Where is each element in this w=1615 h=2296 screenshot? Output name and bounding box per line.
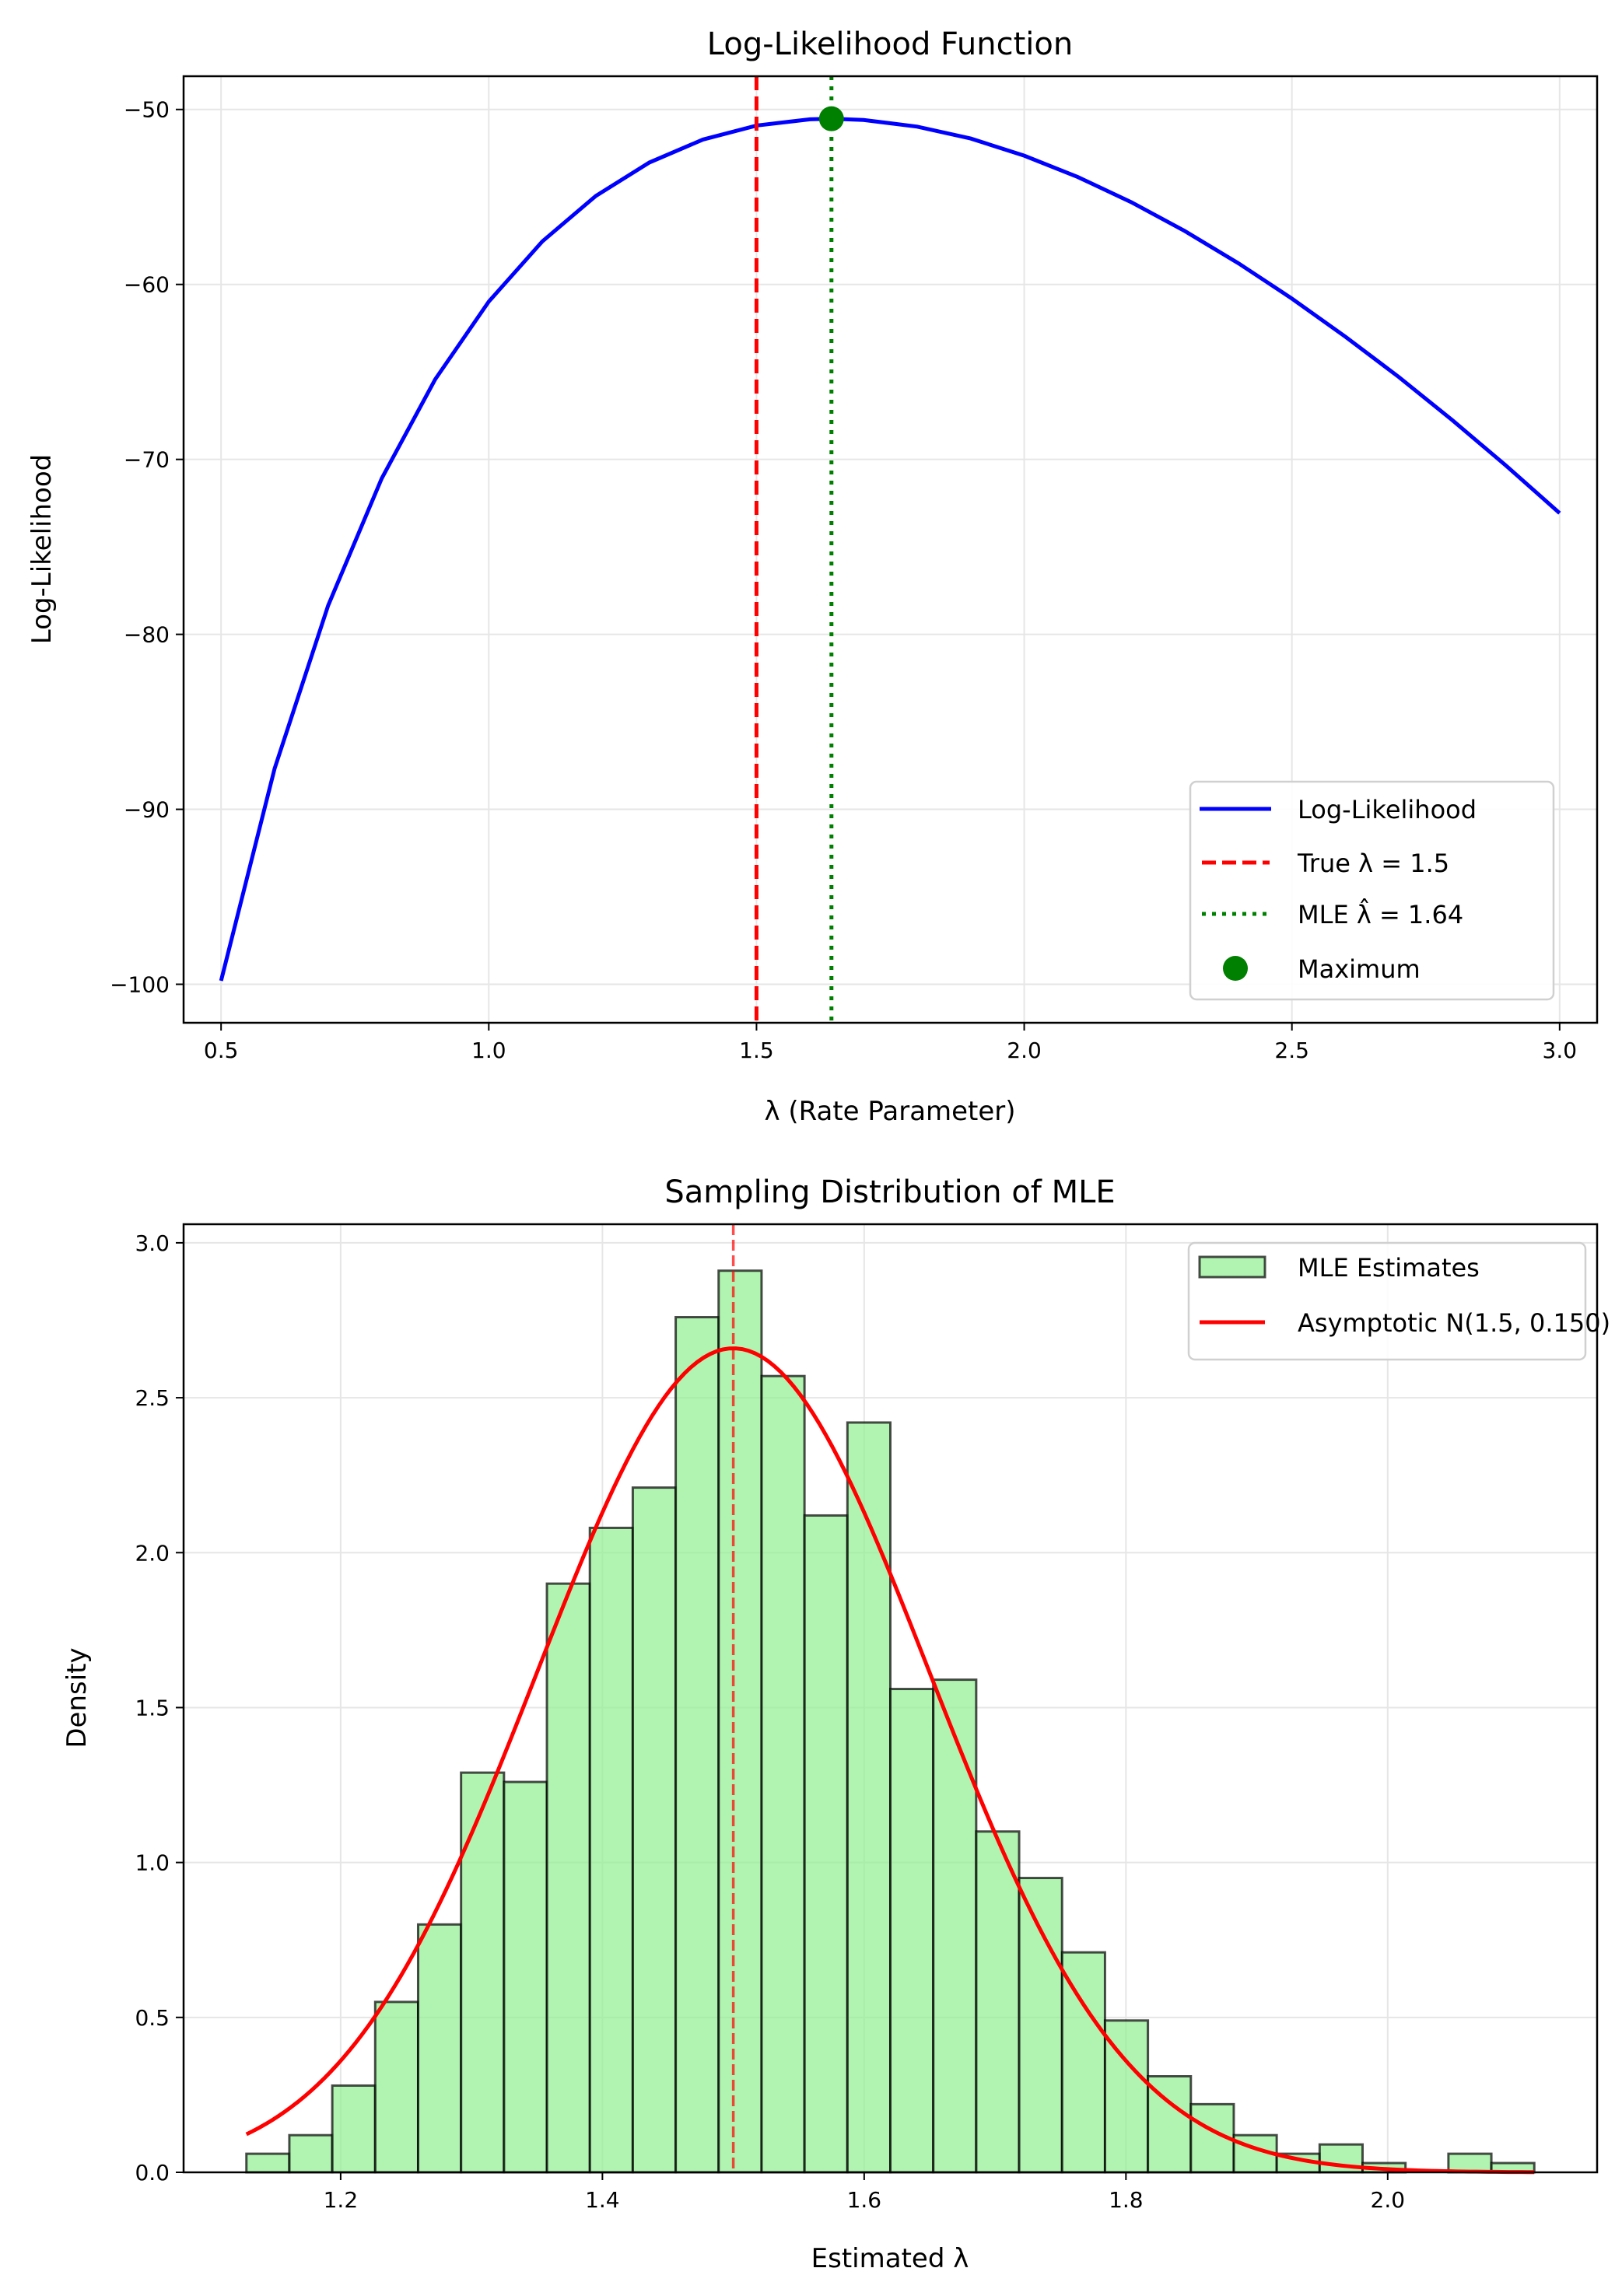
histogram-bar <box>631 1486 678 2174</box>
histogram <box>245 1269 1536 2174</box>
legend-marker-icon <box>1223 956 1248 981</box>
y-tick-label: 2.5 <box>135 1385 170 1411</box>
histogram-bar <box>245 2152 291 2174</box>
x-tick-label: 2.0 <box>1007 1038 1042 1063</box>
legend-box <box>1187 1241 1587 1361</box>
y-tick-label: 3.0 <box>135 1230 170 1256</box>
legend-label: Maximum <box>1298 954 1421 984</box>
y-tick-label: −70 <box>124 447 170 473</box>
legend-label: Asymptotic N(1.5, 0.150) <box>1298 1308 1610 1338</box>
histogram-bar <box>717 1269 763 2174</box>
histogram-bar <box>1018 1877 1063 2174</box>
legend-label: MLE λ̂ = 1.64 <box>1298 898 1463 929</box>
legend-box <box>1189 780 1555 1001</box>
histogram-bar <box>674 1316 720 2174</box>
legend-label: MLE Estimates <box>1298 1253 1480 1283</box>
y-axis-label: Density <box>61 1647 93 1748</box>
histogram-bar <box>846 1421 892 2174</box>
histogram-bar <box>975 1830 1021 2174</box>
histogram-bar <box>932 1678 978 2174</box>
histogram-bar <box>416 1923 463 2174</box>
x-tick-label: 1.5 <box>739 1038 774 1063</box>
x-tick-label: 1.0 <box>471 1038 506 1063</box>
y-tick-label: −90 <box>124 797 170 823</box>
x-tick-label: 1.8 <box>1109 2187 1144 2213</box>
y-tick-label: 0.0 <box>135 2160 170 2186</box>
histogram-bar <box>803 1514 849 2174</box>
legend-label: True λ = 1.5 <box>1297 849 1449 878</box>
axes-frame <box>182 75 1599 1024</box>
y-tick-label: −80 <box>124 622 170 648</box>
histogram-bar <box>373 2000 419 2174</box>
histogram-bar <box>545 1582 591 2174</box>
histogram-bar <box>288 2133 334 2174</box>
histogram-bar <box>331 2084 377 2174</box>
legend-bar-icon <box>1198 1255 1266 1279</box>
x-tick-label: 3.0 <box>1543 1038 1578 1063</box>
axes-frame <box>182 1223 1599 2174</box>
y-tick-label: 0.5 <box>135 2005 170 2031</box>
log-likelihood-chart: Log-Likelihood Function λ (Rate Paramete… <box>26 26 1599 1127</box>
chart-title: Log-Likelihood Function <box>707 26 1073 62</box>
legend-label: Log-Likelihood <box>1298 795 1477 824</box>
legend: MLE Estimates Asymptotic N(1.5, 0.150) <box>1187 1241 1610 1361</box>
histogram-bar <box>503 1780 548 2174</box>
x-tick-label: 1.6 <box>847 2187 882 2213</box>
chart-title: Sampling Distribution of MLE <box>664 1174 1115 1210</box>
x-axis-label: λ (Rate Parameter) <box>764 1096 1015 1127</box>
x-axis-label: Estimated λ <box>811 2243 969 2274</box>
sampling-distribution-chart: Sampling Distribution of MLE Estimated λ… <box>61 1174 1610 2274</box>
y-axis-label: Log-Likelihood <box>26 454 58 644</box>
histogram-bar <box>760 1374 806 2174</box>
x-tick-label: 2.0 <box>1371 2187 1406 2213</box>
log-likelihood-line <box>219 117 1561 982</box>
y-tick-label: 2.0 <box>135 1540 170 1566</box>
y-tick-label: 1.0 <box>135 1850 170 1876</box>
histogram-bar <box>588 1526 634 2174</box>
histogram-bar <box>460 1771 506 2174</box>
x-tick-label: 2.5 <box>1274 1038 1309 1063</box>
grid <box>184 76 1597 1023</box>
x-tick-label: 1.4 <box>585 2187 620 2213</box>
x-tick-label: 0.5 <box>204 1038 239 1063</box>
y-tick-label: −60 <box>124 272 170 298</box>
x-tick-label: 1.2 <box>324 2187 359 2213</box>
maximum-marker <box>818 106 844 131</box>
normal-curve-line <box>245 1346 1535 2175</box>
y-tick-label: −50 <box>124 97 170 123</box>
y-tick-label: −100 <box>110 972 170 998</box>
histogram-bar <box>889 1688 935 2174</box>
histogram-bar <box>1060 1951 1106 2174</box>
legend: Log-Likelihood True λ = 1.5 MLE λ̂ = 1.64 M… <box>1189 780 1555 1001</box>
y-tick-label: 1.5 <box>135 1695 170 1720</box>
